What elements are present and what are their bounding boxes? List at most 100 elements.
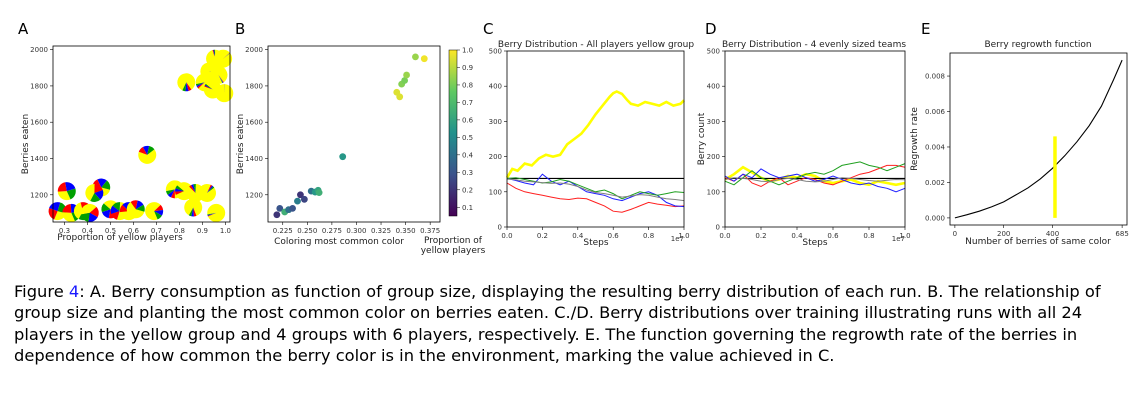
x-tick-label: 0.4	[82, 227, 94, 235]
pie-marker	[207, 203, 226, 222]
pie-slice	[110, 205, 120, 214]
y-tick-label: 500	[489, 48, 502, 56]
panel-c: Berry Distribution - All players yellow …	[489, 40, 695, 248]
scatter-point	[276, 204, 284, 212]
pie-marker	[57, 182, 76, 201]
y-tick-label: 200	[707, 153, 720, 161]
y-tick-label: 0.000	[925, 214, 945, 222]
y-tick-label: 100	[489, 188, 502, 196]
panel-c-title: Berry Distribution - All players yellow …	[498, 40, 694, 50]
series-line	[724, 177, 906, 183]
series-line	[506, 182, 685, 213]
pie-slice	[218, 75, 223, 84]
pie-slice	[170, 189, 175, 199]
pie-marker	[198, 183, 217, 202]
pie-slice	[73, 202, 83, 220]
x-tick-label: 1.0	[678, 232, 689, 240]
y-tick-label: 0.004	[925, 143, 946, 151]
panel-d-lines	[724, 161, 906, 193]
pie-slice	[62, 212, 75, 222]
pie-marker	[177, 73, 196, 92]
pie-slice	[80, 212, 90, 222]
panel-e-ticks: 0 200 400 685 0.000 0.002 0.004 0.006 0.008	[925, 73, 1129, 238]
scatter-point	[294, 197, 301, 205]
pie-slice	[223, 52, 231, 59]
pie-slice	[175, 191, 185, 195]
x-tick-label: 0.8	[643, 232, 654, 240]
pie-slice	[135, 200, 144, 210]
panel-e-lines	[954, 59, 1123, 219]
y-tick-label: 1600	[245, 119, 263, 127]
panel-d-ticks: 0.0 0.2 0.4 0.6 0.8 1.0 0 100 200 300 400 500	[707, 48, 911, 241]
pie-marker	[215, 84, 234, 103]
panel-b-ticks: 0.225 0.250 0.275 0.300 0.325 0.350 0.375 1200 1…	[245, 46, 440, 235]
pie-slice	[204, 85, 213, 90]
panel-b-points	[273, 53, 428, 219]
pie-slice	[204, 84, 213, 90]
panel-e-frame	[949, 52, 1128, 226]
panel-a-ticks: 0.3 0.4 0.5 0.6 0.7 0.8 0.9 1.0 1200 1400 1600 1800…	[30, 46, 231, 235]
figure-caption: Figure 4: A. Berry consumption as functi…	[14, 281, 1136, 366]
pie-slice	[111, 211, 120, 220]
figure-4: A B C D E 0.3 0.4 0.5 0.6 0.7 0.8 0.9 1.0 1200 14…	[18, 20, 1129, 256]
x-tick-label: 1.0	[220, 227, 231, 235]
scatter-point	[339, 153, 347, 161]
pie-slice	[145, 202, 161, 221]
pie-slice	[101, 209, 111, 219]
pie-slice	[191, 207, 194, 217]
panel-a-xlabel: Proportion of yellow players	[57, 233, 183, 243]
pie-slice	[207, 212, 217, 216]
y-tick-label: 2000	[30, 46, 48, 54]
caption-prefix: Figure	[14, 282, 64, 301]
pie-slice	[195, 82, 205, 86]
pie-marker	[126, 200, 145, 219]
x-tick-label: 0.275	[322, 227, 342, 235]
y-tick-label: 100	[707, 188, 720, 196]
x-tick-label: 0.0	[719, 232, 730, 240]
pie-slice	[167, 189, 175, 198]
pie-slice	[89, 206, 99, 218]
colorbar-tick-label: 0.8	[462, 81, 473, 89]
pie-slice	[94, 183, 103, 193]
panel-b-colorbar-label-1: Proportion of	[424, 236, 483, 246]
x-tick-label: 0.8	[863, 232, 874, 240]
panel-d-xlabel: Steps	[802, 238, 827, 248]
pie-slice	[215, 84, 234, 103]
y-tick-label: 0	[498, 224, 502, 232]
pie-slice	[177, 73, 196, 91]
colorbar-tick-label: 0.5	[462, 134, 473, 142]
caption-figure-number-link[interactable]: 4	[68, 282, 80, 301]
panel-b-frame	[267, 45, 441, 223]
pie-marker	[184, 198, 203, 217]
y-tick-label: 0	[716, 224, 720, 232]
series-line	[506, 178, 685, 202]
pie-slice	[218, 75, 224, 83]
scatter-point	[315, 189, 323, 197]
pie-slice	[154, 210, 164, 216]
x-tick-label: 0.6	[827, 232, 839, 240]
pie-slice	[138, 146, 148, 155]
x-tick-label: 0.7	[151, 227, 162, 235]
pie-slice	[166, 189, 175, 195]
panel-d-frame	[724, 50, 906, 228]
panel-e-ylabel: Regrowth rate	[910, 107, 920, 171]
x-tick-label: 0.5	[105, 227, 116, 235]
x-tick-label: 0.250	[297, 227, 317, 235]
pie-slice	[186, 82, 192, 92]
x-tick-label: 0.375	[420, 227, 440, 235]
pie-slice	[209, 66, 228, 85]
pie-slice	[207, 185, 214, 193]
x-tick-label: 685	[1115, 230, 1128, 238]
x-tick-label: 0.6	[128, 227, 140, 235]
x-tick-label: 0.4	[572, 232, 584, 240]
pie-slice	[62, 203, 72, 213]
pie-slice	[188, 207, 194, 217]
x-tick-label: 0.350	[396, 227, 416, 235]
pie-slice	[97, 178, 107, 188]
panel-a-frame	[52, 45, 231, 223]
pie-slice	[112, 202, 121, 212]
pie-marker	[145, 202, 164, 221]
pie-slice	[218, 75, 224, 83]
x-tick-label: 0.6	[608, 232, 620, 240]
y-tick-label: 1200	[30, 191, 48, 199]
